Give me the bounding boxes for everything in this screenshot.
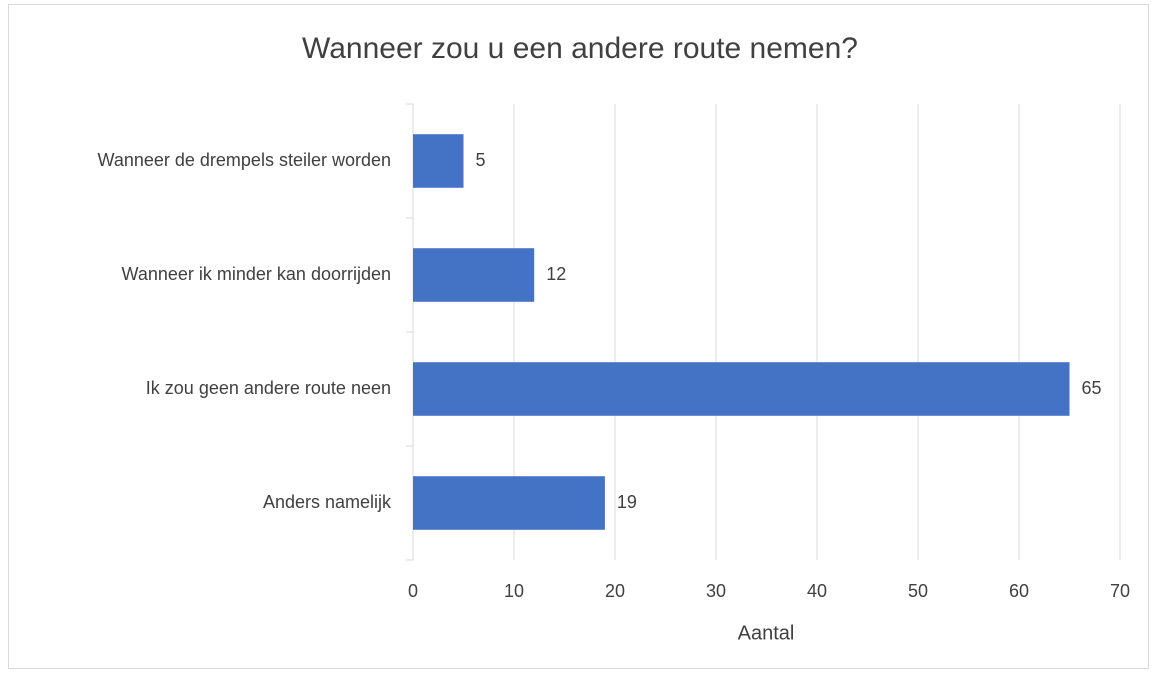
bar bbox=[413, 362, 1070, 416]
y-tick-label: Wanneer ik minder kan doorrijden bbox=[122, 264, 391, 284]
chart-frame bbox=[8, 4, 1149, 669]
x-tick-label: 10 bbox=[504, 581, 524, 601]
data-label: 5 bbox=[476, 150, 486, 170]
x-tick-label: 30 bbox=[706, 581, 726, 601]
data-label: 19 bbox=[617, 492, 637, 512]
y-tick-label: Ik zou geen andere route neen bbox=[146, 378, 391, 398]
bar bbox=[413, 134, 464, 188]
bar bbox=[413, 248, 535, 302]
x-tick-label: 40 bbox=[807, 581, 827, 601]
data-label: 65 bbox=[1082, 378, 1102, 398]
y-tick-label: Wanneer de drempels steiler worden bbox=[98, 150, 391, 170]
x-axis-label: Aantal bbox=[738, 622, 795, 644]
x-tick-label: 20 bbox=[605, 581, 625, 601]
x-tick-label: 50 bbox=[908, 581, 928, 601]
data-label: 12 bbox=[546, 264, 566, 284]
x-tick-label: 60 bbox=[1009, 581, 1029, 601]
x-tick-label: 70 bbox=[1110, 581, 1130, 601]
bar bbox=[413, 476, 605, 530]
x-tick-label: 0 bbox=[408, 581, 418, 601]
y-tick-label: Anders namelijk bbox=[263, 492, 392, 512]
chart-title: Wanneer zou u een andere route nemen? bbox=[302, 32, 858, 65]
